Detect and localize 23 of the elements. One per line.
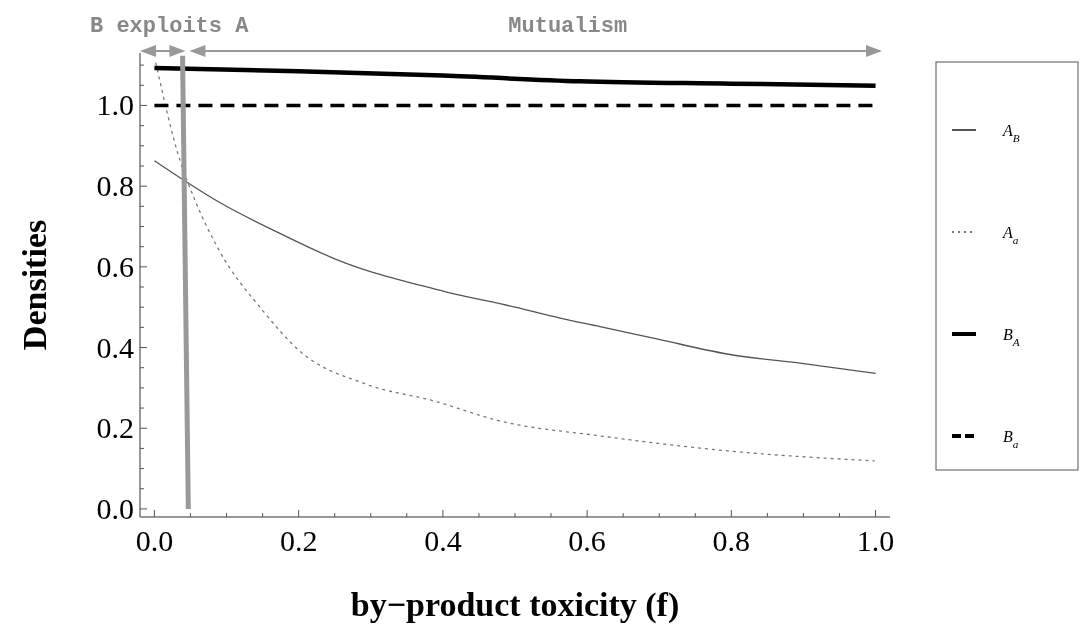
- legend-label: A$_{B}$: [1002, 122, 1020, 144]
- line-series: [152, 65, 878, 88]
- line-series: [153, 160, 877, 375]
- y-tick-label: 0.2: [96, 411, 134, 445]
- y-tick-label: 0.4: [96, 330, 134, 364]
- text: Mutualism: [508, 14, 628, 39]
- y-axis-title: Densities: [16, 219, 53, 351]
- x-axis-title: by−product toxicity (f): [350, 586, 680, 624]
- x-tick-label: 1.0: [856, 524, 895, 557]
- legend-label: A$_{a}$: [1002, 224, 1019, 246]
- x-tick-label: 0.2: [279, 524, 318, 557]
- text: B exploits A: [90, 14, 250, 39]
- y-tick-label: 0.6: [96, 249, 134, 283]
- legend-label: B$_{A}$: [1003, 326, 1020, 348]
- y-tick-label: 0.0: [96, 491, 134, 525]
- x-tick-label: 0.8: [712, 524, 751, 557]
- y-tick-label: 1.0: [96, 88, 134, 122]
- x-tick-label: 0.0: [135, 524, 174, 557]
- line-series: [155, 62, 875, 462]
- y-tick-label: 0.8: [96, 169, 134, 203]
- x-tick-label: 0.6: [568, 524, 606, 557]
- legend-label: B$_{a}$: [1003, 428, 1019, 450]
- x-tick-label: 0.4: [424, 524, 462, 557]
